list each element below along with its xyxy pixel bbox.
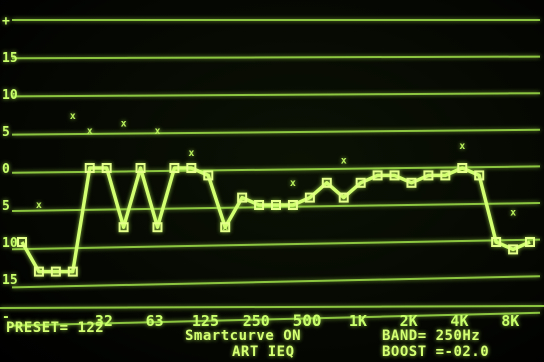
band-marker — [406, 177, 417, 188]
band-marker — [135, 163, 146, 173]
band-marker — [186, 163, 197, 173]
band-markers — [17, 163, 535, 277]
band-marker — [389, 170, 400, 181]
db-tick-label: 0 — [2, 162, 10, 177]
band-marker — [84, 163, 95, 173]
band-marker — [101, 163, 112, 173]
eq-response-curve — [20, 166, 531, 274]
target-point: x — [188, 148, 194, 159]
freq-label: 2K — [400, 312, 418, 330]
band-marker — [355, 177, 366, 188]
db-tick-label: 10 — [2, 236, 18, 251]
band-marker — [304, 192, 315, 203]
freq-label: 1K — [349, 312, 367, 330]
band-marker — [33, 266, 44, 277]
band-marker — [338, 192, 349, 203]
band-marker — [237, 192, 248, 203]
target-point: x — [36, 200, 42, 211]
grid-line — [11, 128, 541, 136]
db-tick-label: 5 — [2, 199, 10, 214]
target-point: x — [121, 119, 127, 130]
smartcurve-state: ON — [283, 328, 302, 344]
db-tick-label: 10 — [2, 88, 18, 103]
band-marker — [203, 170, 214, 181]
freq-label: 32 — [95, 312, 113, 330]
grid-line — [11, 311, 541, 327]
band-marker — [169, 163, 180, 173]
band-marker — [17, 237, 27, 247]
freq-label-selected: 500 — [293, 311, 322, 330]
freq-label: 125 — [192, 312, 219, 330]
band-marker — [491, 237, 502, 247]
boost-equals: = — [426, 344, 445, 360]
boost-value: -02.0 — [444, 344, 490, 360]
frequency-axis: 32631252505001K2K4K8K16K — [95, 311, 519, 330]
target-point: x — [510, 207, 516, 218]
band-value: 250Hz — [435, 328, 481, 344]
target-point: x — [154, 126, 160, 137]
grid-line — [11, 165, 541, 174]
target-point: x — [87, 126, 93, 137]
db-scale: +15 10 5 0 5 10 15 - — [2, 14, 18, 325]
db-tick-label: 15 — [2, 51, 18, 66]
db-tick-label: 15 — [2, 273, 18, 288]
target-point: x — [70, 111, 76, 122]
smartcurve-readout: Smartcurve ON — [185, 328, 301, 344]
band-marker — [508, 244, 519, 255]
grid-lines — [0, 19, 544, 327]
band-marker — [67, 266, 78, 277]
band-marker — [457, 163, 468, 173]
band-marker — [525, 237, 535, 247]
grid-line — [11, 55, 541, 60]
preset-label: PRESET — [6, 320, 60, 336]
band-marker — [254, 200, 265, 210]
db-tick-label: 5 — [2, 125, 10, 140]
freq-label: 8K — [501, 312, 519, 330]
mode-readout: ART IEQ — [232, 344, 295, 360]
smartcurve-label: Smartcurve — [185, 328, 275, 344]
band-marker — [423, 170, 434, 181]
band-marker — [152, 222, 163, 233]
band-readout: BAND= 250Hz — [382, 328, 480, 344]
band-marker — [321, 177, 332, 188]
band-marker — [271, 200, 281, 210]
target-point: x — [341, 156, 347, 167]
target-point: x — [290, 178, 296, 189]
band-marker — [220, 222, 231, 233]
band-marker — [50, 266, 61, 277]
preset-value: 122 — [77, 320, 105, 336]
grid-line — [11, 275, 541, 289]
band-marker — [372, 170, 383, 181]
boost-label: BOOST — [382, 344, 427, 360]
freq-label: 4K — [450, 312, 468, 330]
preset-readout: PRESET= 122 — [6, 320, 104, 336]
grid-line — [11, 202, 541, 212]
grid-line — [11, 238, 541, 251]
db-tick-label: - — [2, 310, 10, 325]
freq-label: 250 — [243, 312, 270, 330]
db-tick-label: + — [2, 14, 10, 29]
grid-line — [11, 92, 541, 98]
band-marker — [118, 222, 129, 233]
band-marker — [440, 170, 451, 181]
band-marker — [474, 170, 485, 181]
boost-readout: BOOST =-02.0 — [382, 344, 489, 360]
preset-equals: = — [59, 320, 78, 336]
freq-label: 63 — [146, 312, 164, 330]
grid-baseline — [0, 305, 544, 309]
band-marker — [287, 200, 298, 210]
target-point: x — [459, 141, 465, 152]
band-label: BAND — [382, 328, 418, 344]
band-equals: = — [417, 328, 436, 344]
